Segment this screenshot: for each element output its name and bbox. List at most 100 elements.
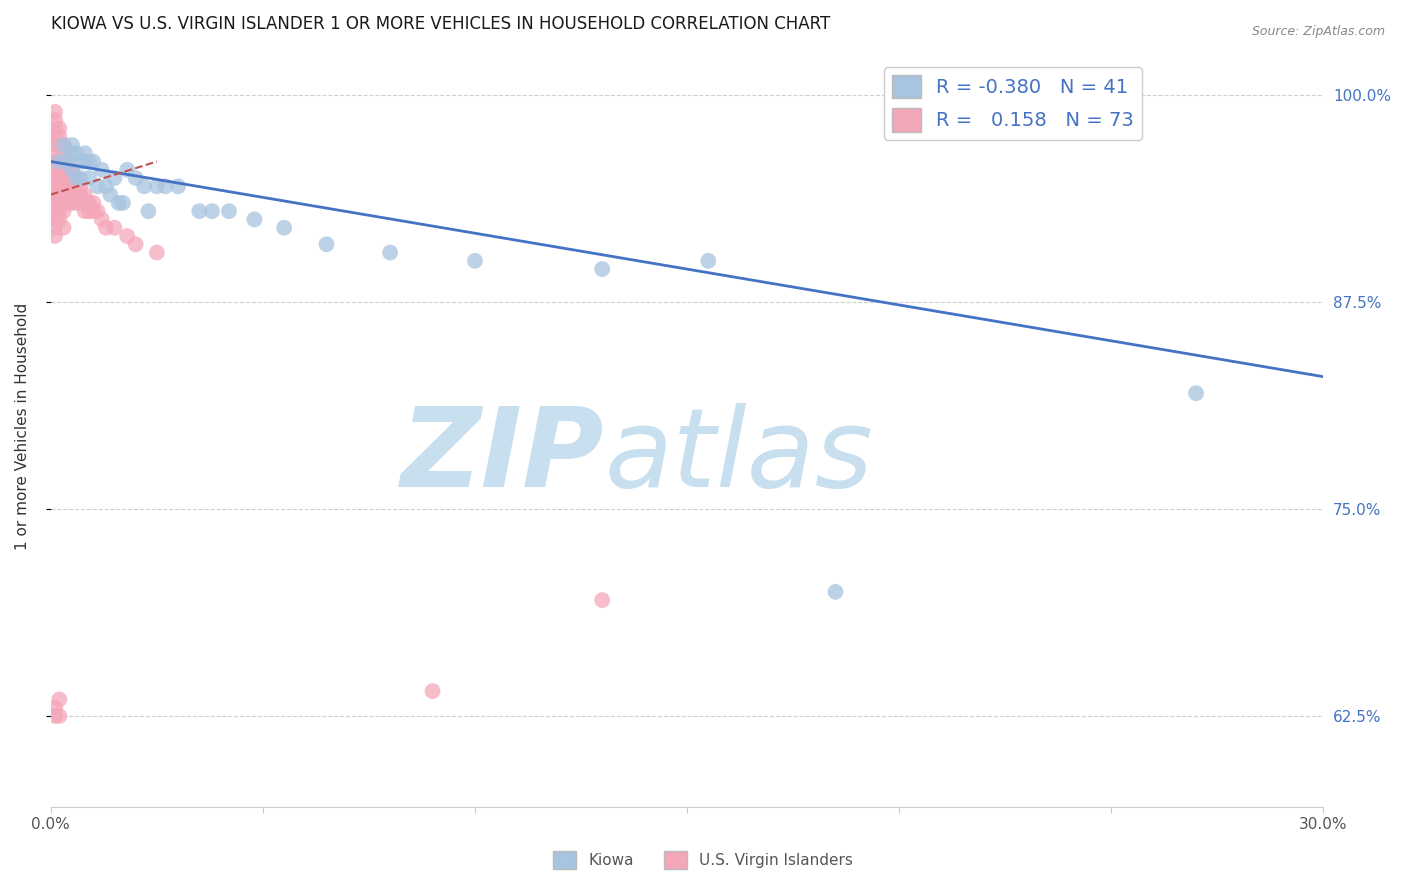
Point (48, 154, 70, 169)
Point (464, 253, 486, 268)
Point (98, 187, 121, 202)
Point (44, 121, 66, 136)
Text: KIOWA VS U.S. VIRGIN ISLANDER 1 OR MORE VEHICLES IN HOUSEHOLD CORRELATION CHART: KIOWA VS U.S. VIRGIN ISLANDER 1 OR MORE … (51, 15, 830, 33)
Point (65, 146, 87, 161)
Point (48, 204, 70, 219)
Point (115, 229, 138, 244)
Point (44, 162, 66, 177)
Point (77, 154, 100, 169)
Point (73, 195, 96, 210)
Point (44, 709, 66, 723)
Point (82, 195, 104, 210)
Point (591, 262, 613, 277)
Point (44, 171, 66, 186)
Point (48, 187, 70, 202)
Point (52, 171, 75, 186)
Point (44, 129, 66, 144)
Point (44, 220, 66, 235)
Point (82, 154, 104, 169)
Point (60, 171, 83, 186)
Point (56, 195, 79, 210)
Point (77, 204, 100, 219)
Point (65, 171, 87, 186)
Point (56, 171, 79, 186)
Point (56, 154, 79, 169)
Point (44, 229, 66, 244)
Point (48, 154, 70, 169)
Point (48, 692, 70, 706)
Point (69, 154, 91, 169)
Point (56, 162, 79, 177)
Point (94, 179, 117, 194)
Point (73, 154, 96, 169)
Legend: Kiowa, U.S. Virgin Islanders: Kiowa, U.S. Virgin Islanders (547, 845, 859, 875)
Point (103, 171, 125, 186)
Point (1185, 386, 1208, 401)
Point (60, 138, 83, 153)
Point (52, 179, 75, 194)
Point (69, 171, 91, 186)
Point (86, 179, 108, 194)
Point (48, 171, 70, 186)
Point (69, 179, 91, 194)
Point (124, 171, 146, 186)
Point (52, 154, 75, 169)
Point (90, 162, 112, 177)
Point (167, 179, 190, 194)
Point (60, 162, 83, 177)
Point (44, 179, 66, 194)
Text: atlas: atlas (605, 403, 873, 510)
Point (111, 195, 134, 210)
Point (48, 162, 70, 177)
Point (188, 204, 211, 219)
Point (77, 195, 100, 210)
Point (697, 253, 720, 268)
Point (273, 220, 295, 235)
Point (44, 138, 66, 153)
Point (56, 187, 79, 202)
Point (243, 212, 266, 227)
Point (115, 162, 138, 177)
Point (65, 195, 87, 210)
Point (48, 138, 70, 153)
Point (56, 154, 79, 169)
Point (60, 187, 83, 202)
Point (155, 179, 177, 194)
Point (52, 162, 75, 177)
Point (124, 237, 146, 252)
Point (218, 204, 240, 219)
Point (82, 204, 104, 219)
Point (134, 179, 156, 194)
Point (378, 245, 401, 260)
Point (65, 171, 87, 186)
Text: ZIP: ZIP (401, 403, 605, 510)
Point (86, 204, 108, 219)
Point (146, 179, 169, 194)
Point (315, 237, 337, 252)
Point (52, 220, 75, 235)
Point (201, 204, 224, 219)
Point (146, 245, 169, 260)
Point (44, 154, 66, 169)
Point (824, 584, 846, 599)
Point (60, 179, 83, 194)
Point (44, 104, 66, 119)
Point (44, 195, 66, 210)
Point (77, 171, 100, 186)
Legend: R = -0.380   N = 41, R =   0.158   N = 73: R = -0.380 N = 41, R = 0.158 N = 73 (884, 67, 1142, 139)
Point (52, 146, 75, 161)
Point (422, 684, 444, 698)
Point (65, 179, 87, 194)
Point (44, 700, 66, 714)
Point (44, 146, 66, 161)
Point (60, 162, 83, 177)
Point (48, 212, 70, 227)
Point (60, 195, 83, 210)
Point (48, 179, 70, 194)
Point (52, 138, 75, 153)
Point (107, 195, 129, 210)
Point (65, 187, 87, 202)
Point (48, 709, 70, 723)
Text: Source: ZipAtlas.com: Source: ZipAtlas.com (1251, 25, 1385, 38)
Point (56, 179, 79, 194)
